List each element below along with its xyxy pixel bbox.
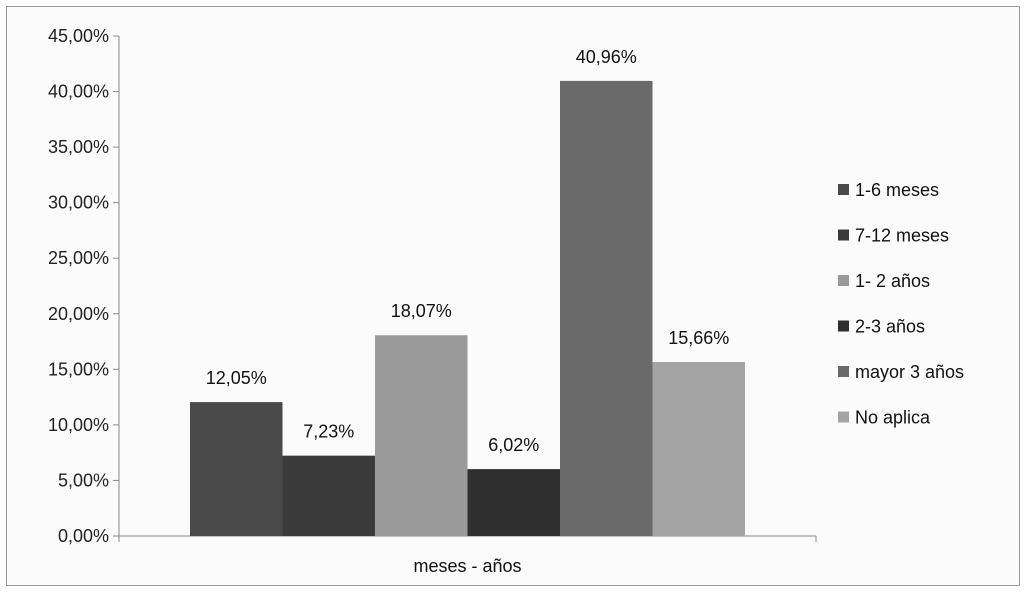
legend-swatch: [838, 411, 849, 423]
bar: [375, 335, 468, 536]
legend-swatch: [838, 184, 849, 195]
bar: [190, 402, 283, 536]
y-tick-label: 45,00%: [48, 26, 109, 46]
bar: [652, 362, 745, 536]
legend-swatch: [838, 320, 849, 332]
legend-entry: 1-6 meses: [855, 180, 939, 200]
legend-swatch: [838, 275, 849, 286]
legend-swatch: [838, 366, 849, 377]
y-tick-label: 10,00%: [48, 415, 109, 435]
data-label: 12,05%: [206, 368, 267, 388]
data-labels: 12,05% 7,23% 18,07% 6,02% 40,96% 15,66%: [206, 47, 730, 455]
data-label: 40,96%: [576, 47, 637, 67]
y-tick-label: 0,00%: [58, 526, 109, 546]
bar: [282, 455, 375, 536]
bars: [190, 80, 745, 536]
legend: 1-6 meses 7-12 meses 1- 2 años 2-3 años mayo…: [838, 180, 964, 428]
x-axis-title: meses - años: [413, 556, 521, 576]
y-tick-label: 5,00%: [58, 470, 109, 490]
legend-entry: 1- 2 años: [855, 271, 930, 291]
y-tick-label: 20,00%: [48, 304, 109, 324]
bar: [467, 469, 560, 536]
data-label: 15,66%: [668, 328, 729, 348]
y-tick-label: 15,00%: [48, 359, 109, 379]
legend-entry: 7-12 meses: [855, 226, 949, 246]
data-label: 6,02%: [488, 435, 539, 455]
y-tick-label: 40,00%: [48, 82, 109, 102]
legend-entry: No aplica: [855, 408, 931, 428]
y-tick-label: 25,00%: [48, 248, 109, 268]
legend-entry: 2-3 años: [855, 317, 925, 337]
data-label: 7,23%: [303, 422, 354, 442]
legend-entry: mayor 3 años: [855, 362, 964, 382]
legend-swatch: [838, 229, 849, 241]
data-label: 18,07%: [391, 301, 452, 321]
y-tick-label: 30,00%: [48, 193, 109, 213]
bar: [560, 80, 653, 536]
y-tick-label: 35,00%: [48, 137, 109, 157]
